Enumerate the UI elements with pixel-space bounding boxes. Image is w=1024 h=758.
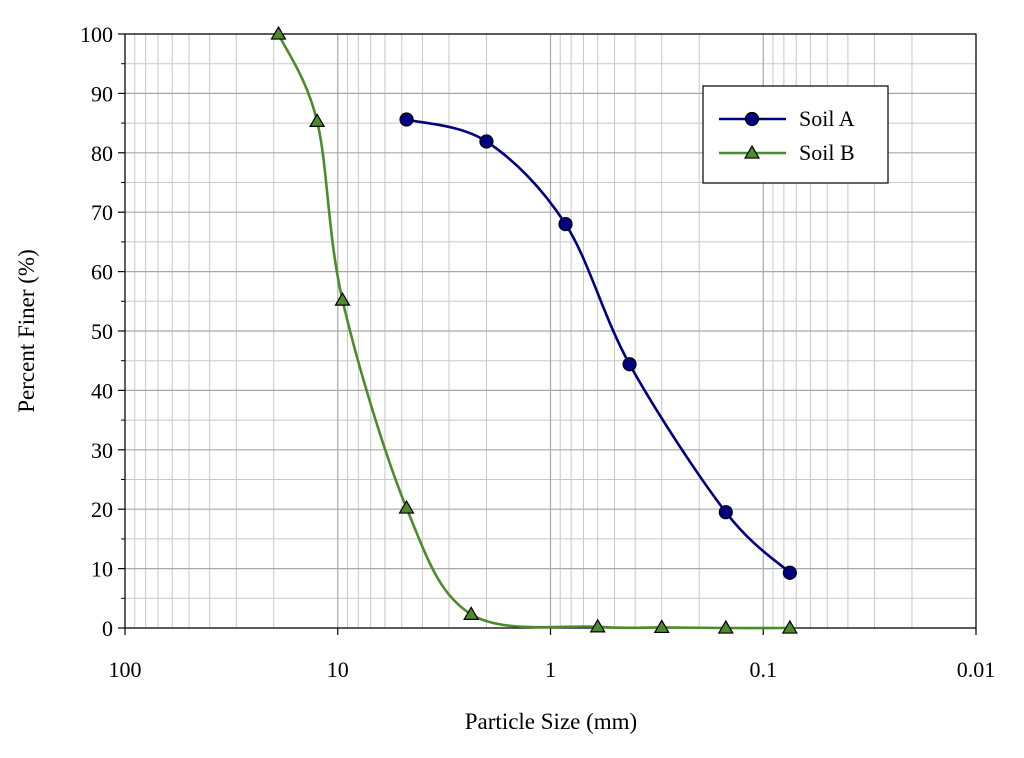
y-tick-label: 40 (91, 378, 113, 403)
data-point-soil-b (398, 499, 415, 514)
data-point-soil-b (781, 619, 798, 634)
axis-ticks (118, 33, 977, 635)
legend-label-soil-a: Soil A (799, 106, 855, 131)
data-point-soil-b (334, 291, 351, 306)
legend-marker-soil-b (743, 144, 761, 159)
data-point-soil-a (558, 216, 573, 232)
series-line-soil-b (277, 33, 790, 630)
x-axis-title: Particle Size (mm) (465, 709, 637, 734)
data-point-soil-b (270, 25, 287, 40)
data-point-soil-a (399, 112, 414, 127)
y-tick-label: 90 (91, 81, 113, 106)
series-layer (270, 25, 798, 634)
y-tick-label: 100 (80, 22, 113, 47)
legend-label-soil-b: Soil B (799, 140, 855, 165)
data-point-soil-b (653, 619, 670, 634)
legend-marker-soil-a (744, 111, 760, 127)
x-tick-label: 10 (327, 657, 349, 682)
legend: Soil A Soil B (702, 85, 889, 184)
data-point-soil-b (309, 113, 326, 127)
y-tick-label: 20 (91, 497, 113, 522)
x-tick-label: 0.1 (750, 657, 778, 682)
y-tick-label: 30 (91, 438, 113, 463)
data-point-soil-a (718, 505, 733, 520)
data-point-soil-b (717, 619, 734, 634)
legend-box (702, 85, 889, 184)
data-point-soil-b (589, 618, 606, 633)
data-point-soil-a (622, 357, 637, 372)
series-soil-b (270, 25, 798, 634)
data-point-soil-a (479, 134, 494, 149)
legend-entry-soil-a: Soil A (719, 106, 855, 131)
y-tick-label: 10 (91, 557, 113, 582)
x-tick-label: 100 (109, 657, 142, 682)
data-point-soil-b (463, 606, 480, 620)
x-axis-tick-labels: 100 10 1 0.1 0.01 (109, 657, 996, 682)
x-tick-label: 1 (545, 657, 556, 682)
legend-entry-soil-b: Soil B (719, 140, 855, 165)
y-axis-tick-labels: 0 10 20 30 40 50 60 70 80 90 100 (80, 22, 113, 641)
x-tick-label: 0.01 (957, 657, 996, 682)
data-point-soil-a (782, 565, 797, 580)
y-tick-label: 70 (91, 200, 113, 225)
y-tick-label: 50 (91, 319, 113, 344)
y-tick-label: 0 (102, 616, 113, 641)
series-soil-a (399, 112, 797, 580)
y-tick-label: 80 (91, 141, 113, 166)
y-tick-label: 60 (91, 260, 113, 285)
y-axis-title: Percent Finer (%) (14, 249, 39, 413)
